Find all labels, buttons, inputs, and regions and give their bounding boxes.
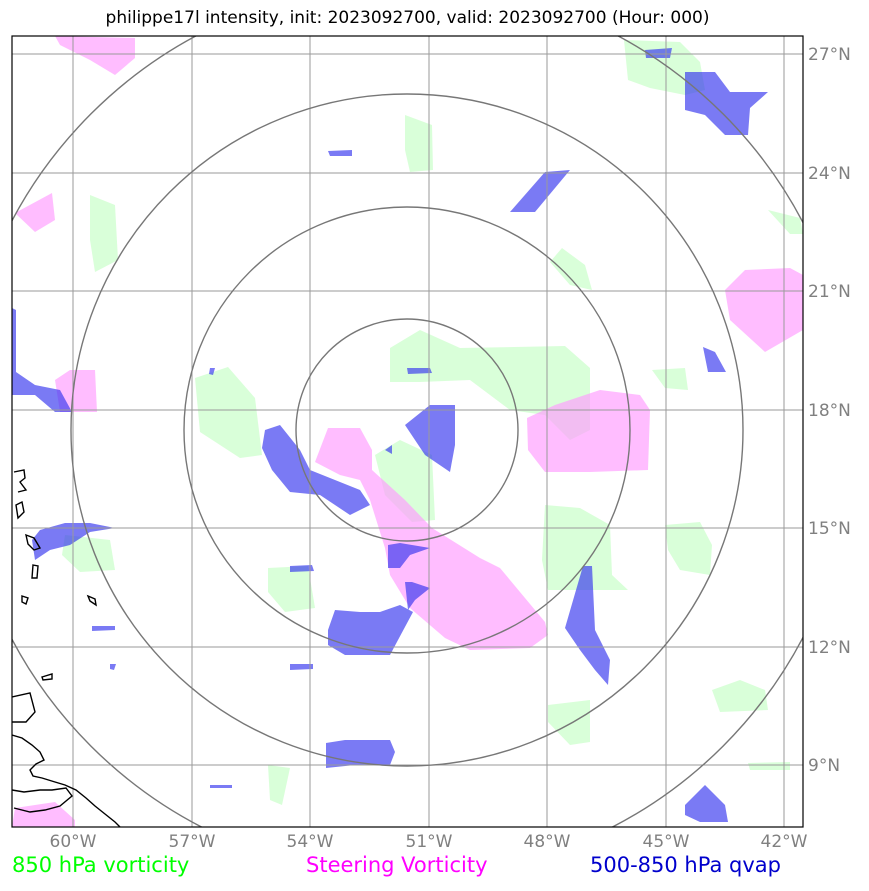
range-ring: [70, 93, 744, 767]
longitude-label: 51°W: [406, 832, 453, 852]
map-plot-area: [12, 36, 803, 827]
latitude-label: 18°N: [808, 401, 851, 421]
mainland-coastline: [12, 734, 121, 827]
island-coastline: [12, 692, 36, 723]
steering-vorticity-region: [725, 268, 803, 352]
vorticity-850-region: [195, 367, 262, 458]
qvap-region: [209, 368, 215, 375]
range-rings: [12, 36, 803, 827]
qvap-region: [290, 565, 314, 572]
longitude-label: 45°W: [643, 832, 690, 852]
vorticity-850-region: [375, 440, 435, 522]
vorticity-850-region: [268, 765, 290, 805]
qvap-region: [210, 785, 232, 788]
qvap-region: [328, 605, 413, 655]
vorticity-850-region: [548, 700, 590, 745]
qvap-region: [290, 664, 313, 670]
map-gridlines: [12, 36, 803, 827]
vorticity-850-region: [768, 210, 803, 234]
latitude-label: 24°N: [808, 164, 851, 184]
vorticity-850-region: [665, 522, 712, 575]
qvap-region: [703, 347, 726, 372]
island-coastline: [15, 500, 25, 520]
island-coastline: [41, 673, 53, 681]
qvap-region: [326, 740, 395, 768]
range-ring: [183, 206, 631, 654]
qvap-region: [92, 626, 115, 631]
island-coastline: [86, 594, 97, 607]
map-title: philippe17l intensity, init: 2023092700,…: [105, 8, 710, 28]
map-frame: [11, 35, 804, 828]
steering-vorticity-region: [315, 428, 548, 650]
latitude-label: 15°N: [808, 519, 851, 539]
qvap-region: [565, 566, 610, 685]
vorticity-850-region: [268, 566, 315, 612]
qvap-region: [510, 170, 570, 212]
vorticity-850-region: [712, 680, 768, 712]
qvap-region: [110, 664, 116, 670]
latitude-label: 21°N: [808, 282, 851, 302]
longitude-label: 60°W: [50, 832, 97, 852]
steering-vorticity-region: [12, 802, 75, 827]
steering-vorticity-region: [55, 36, 135, 75]
island-coastline: [21, 595, 29, 605]
steering-vorticity-region: [15, 193, 55, 232]
qvap-region: [405, 405, 455, 472]
qvap-region: [685, 72, 768, 135]
vorticity-850-region: [748, 762, 790, 770]
legend-qvap: 500-850 hPa qvap: [590, 853, 781, 877]
longitude-label: 54°W: [287, 832, 334, 852]
range-ring: [295, 318, 519, 542]
legend-steering-vorticity: Steering Vorticity: [306, 853, 488, 877]
latitude-label: 12°N: [808, 638, 851, 658]
qvap-region: [262, 425, 370, 515]
vorticity-850-region: [542, 505, 628, 590]
longitude-labels: 60°W 57°W 54°W 51°W 48°W 45°W 42°W: [50, 832, 808, 852]
coastlines: [12, 469, 121, 827]
latitude-label: 9°N: [808, 756, 840, 776]
longitude-label: 48°W: [524, 832, 571, 852]
island-coastline: [31, 564, 39, 579]
longitude-label: 42°W: [761, 832, 808, 852]
island-coastline: [13, 469, 28, 493]
latitude-label: 27°N: [808, 45, 851, 65]
qvap-region: [328, 150, 352, 156]
qvap-region: [407, 368, 432, 374]
vorticity-850-region: [652, 368, 688, 390]
qvap-region: [385, 445, 392, 454]
qvap-region: [388, 543, 430, 568]
vorticity-850-region: [550, 248, 592, 290]
qvap-region: [12, 308, 72, 412]
qvap-layer: [12, 48, 768, 822]
qvap-region: [405, 582, 430, 610]
vorticity-850-region: [405, 115, 433, 172]
mainland-coastline: [12, 787, 73, 813]
qvap-region: [685, 785, 728, 822]
island-coastline: [25, 533, 42, 551]
vorticity-850-region: [62, 535, 115, 572]
latitude-labels: 27°N 24°N 21°N 18°N 15°N 12°N 9°N: [808, 45, 851, 776]
vorticity-850-region: [90, 195, 118, 272]
longitude-label: 57°W: [169, 832, 216, 852]
legend-850-vorticity: 850 hPa vorticity: [12, 853, 190, 877]
